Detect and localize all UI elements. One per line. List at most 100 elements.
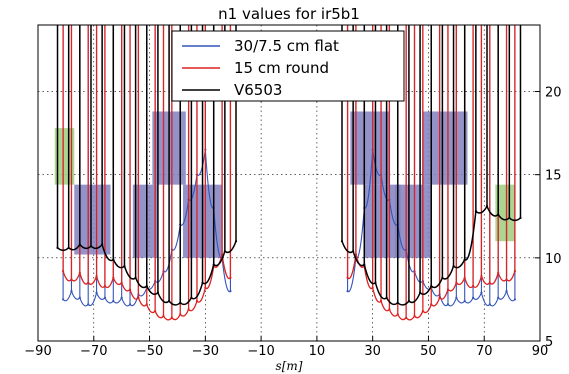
series-0-segment bbox=[363, 149, 374, 209]
x-tick-label: −10 bbox=[247, 344, 274, 359]
series-1-segment bbox=[104, 277, 114, 289]
series-2-segment bbox=[157, 292, 170, 304]
series-1-segment bbox=[162, 315, 173, 321]
x-tick-label: 10 bbox=[309, 344, 326, 359]
series-2-segment bbox=[486, 205, 499, 217]
series-1-segment bbox=[112, 277, 123, 286]
series-1-segment bbox=[204, 266, 215, 290]
series-2-segment bbox=[146, 285, 159, 295]
series-0-segment bbox=[439, 294, 449, 307]
x-tick-label: −30 bbox=[192, 344, 219, 359]
series-0-segment bbox=[372, 149, 382, 176]
series-0-segment bbox=[129, 294, 139, 307]
series-1-segment bbox=[480, 275, 491, 285]
tick-layer: −90 −70 −50 −30 −10 10 30 50 70 905 10 15 20 bbox=[24, 86, 561, 359]
series-0-segment bbox=[70, 290, 81, 300]
series-0-segment bbox=[455, 297, 466, 304]
series-0-segment bbox=[447, 297, 457, 307]
series-2-segment bbox=[112, 259, 125, 269]
y-tick-label: 5 bbox=[545, 335, 553, 350]
shaded-region bbox=[350, 111, 390, 185]
x-tick-label: 90 bbox=[532, 344, 549, 359]
series-1-segment bbox=[405, 315, 416, 321]
series-1-segment bbox=[95, 275, 106, 288]
series-0-segment bbox=[204, 149, 215, 209]
legend-label: V6503 bbox=[234, 81, 282, 99]
series-2-segment bbox=[374, 282, 388, 300]
series-2-segment bbox=[134, 277, 148, 289]
series-1-segment bbox=[489, 272, 499, 285]
series-1-segment bbox=[414, 310, 424, 319]
series-0-segment bbox=[188, 174, 198, 201]
series-0-segment bbox=[79, 297, 89, 307]
series-0-segment bbox=[497, 290, 508, 300]
series-2-segment bbox=[464, 211, 477, 261]
series-0-segment bbox=[405, 249, 415, 273]
shaded-region bbox=[394, 184, 432, 258]
series-1-segment bbox=[397, 314, 407, 321]
series-1-segment bbox=[363, 266, 374, 290]
shaded-regions bbox=[54, 111, 515, 258]
series-1-segment bbox=[129, 289, 139, 300]
series-0-segment bbox=[472, 292, 482, 300]
series-0-segment bbox=[62, 290, 72, 302]
x-tick-label: −50 bbox=[136, 344, 163, 359]
x-tick-label: 70 bbox=[476, 344, 493, 359]
legend-label: 30/7.5 cm flat bbox=[234, 37, 339, 55]
series-2-segment bbox=[441, 265, 455, 280]
x-tick-label: 30 bbox=[364, 344, 381, 359]
y-tick-label: 15 bbox=[545, 169, 562, 184]
series-2-segment bbox=[385, 297, 399, 306]
series-2-segment bbox=[101, 244, 114, 262]
series-0-segment bbox=[413, 270, 424, 283]
shaded-region bbox=[132, 184, 158, 258]
series-0-segment bbox=[104, 297, 114, 304]
series-2-segment bbox=[79, 244, 92, 250]
series-2-segment bbox=[363, 264, 376, 285]
series-2-segment bbox=[453, 259, 466, 269]
series-1-segment bbox=[87, 275, 98, 285]
series-0-segment bbox=[121, 297, 131, 307]
series-1-segment bbox=[506, 270, 516, 282]
series-0-segment bbox=[87, 292, 98, 307]
plot-frame bbox=[37, 24, 541, 342]
series-2-segment bbox=[57, 247, 70, 252]
series-1-segment bbox=[154, 310, 164, 319]
series-0-segment bbox=[506, 290, 516, 302]
series-1-segment bbox=[188, 300, 198, 312]
series-2-segment bbox=[224, 240, 237, 254]
series-1-segment bbox=[447, 282, 457, 292]
series-0-segment bbox=[154, 270, 165, 283]
series-1-segment bbox=[171, 314, 181, 321]
series-1-segment bbox=[472, 275, 483, 288]
series-1-segment bbox=[196, 287, 206, 303]
series-2-segment bbox=[430, 277, 444, 289]
series-1-segment bbox=[79, 272, 89, 285]
series-0-segment bbox=[430, 287, 441, 297]
series-2-segment bbox=[475, 205, 488, 214]
series-0-segment bbox=[163, 249, 173, 273]
series-2-segment bbox=[68, 244, 81, 251]
series-2 bbox=[56, 25, 522, 306]
series-2-segment bbox=[202, 264, 215, 285]
series-0-segment bbox=[380, 174, 390, 201]
series-2-segment bbox=[179, 297, 193, 306]
series-0-segment bbox=[489, 297, 499, 307]
series-0-segment bbox=[221, 257, 231, 293]
shaded-region bbox=[364, 184, 401, 258]
series-1-segment bbox=[137, 297, 148, 307]
y-tick-label: 10 bbox=[545, 252, 562, 267]
series-1-segment bbox=[497, 272, 508, 282]
series-1-segment bbox=[70, 272, 81, 282]
series-2-segment bbox=[168, 300, 181, 306]
series-0-segment bbox=[96, 292, 106, 300]
series-2-segment bbox=[408, 292, 421, 304]
series-0-segment bbox=[464, 297, 474, 304]
series-1-segment bbox=[62, 270, 72, 282]
x-tick-label: −90 bbox=[24, 344, 51, 359]
series-0-segment bbox=[347, 257, 357, 293]
series-2-segment bbox=[419, 285, 432, 295]
series-1-segment bbox=[146, 304, 156, 314]
